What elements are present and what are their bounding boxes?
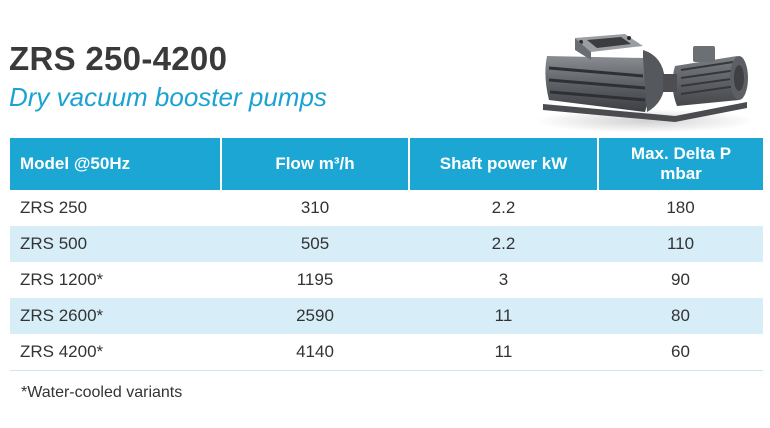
cell-flow: 1195 xyxy=(296,270,334,289)
cell-flow: 505 xyxy=(221,226,409,262)
cell-power: 2.2 xyxy=(491,198,516,217)
cell-flow: 2590 xyxy=(221,298,409,334)
cell-power: 3 xyxy=(498,270,509,289)
cell-power: 11 xyxy=(409,298,598,334)
cell-power: 11 xyxy=(409,334,598,371)
cell-power: 2.2 xyxy=(409,226,598,262)
table-row: ZRS 1200* 1195 3 90 xyxy=(10,262,763,298)
cell-flow: 4140 xyxy=(221,334,409,371)
vacuum-pump-illustration xyxy=(535,34,755,133)
page-title: ZRS 250-4200 xyxy=(9,40,228,77)
cell-delta: 180 xyxy=(666,198,695,217)
cell-model: ZRS 2600* xyxy=(10,298,221,334)
cell-flow: 310 xyxy=(300,198,330,217)
column-header-delta-line1: Max. Delta P xyxy=(630,144,732,163)
column-header-power: Shaft power kW xyxy=(408,138,598,190)
cell-delta: 90 xyxy=(671,270,690,289)
column-header-model: Model @50Hz xyxy=(10,138,221,190)
cell-model: ZRS 4200* xyxy=(10,334,221,371)
footnote: *Water-cooled variants xyxy=(21,384,183,401)
table-header-row: Model @50Hz Flow m³/h Shaft power kW Max… xyxy=(10,138,763,190)
cell-delta: 80 xyxy=(598,298,763,334)
column-header-delta-line2: mbar xyxy=(660,164,702,183)
table-row: ZRS 250 310 2.2 180 xyxy=(10,190,763,226)
cell-delta: 110 xyxy=(598,226,763,262)
table-row: ZRS 500 505 2.2 110 xyxy=(10,226,763,262)
table-row: ZRS 4200* 4140 11 60 xyxy=(10,334,763,371)
cell-model: ZRS 500 xyxy=(10,226,221,262)
specs-table: Model @50Hz Flow m³/h Shaft power kW Max… xyxy=(10,138,763,371)
cell-delta: 60 xyxy=(598,334,763,371)
cell-model: ZRS 1200* xyxy=(20,270,104,289)
cell-model: ZRS 250 xyxy=(20,198,88,217)
column-header-flow: Flow m³/h xyxy=(220,138,409,190)
page-subtitle: Dry vacuum booster pumps xyxy=(9,82,327,112)
table-row: ZRS 2600* 2590 11 80 xyxy=(10,298,763,334)
